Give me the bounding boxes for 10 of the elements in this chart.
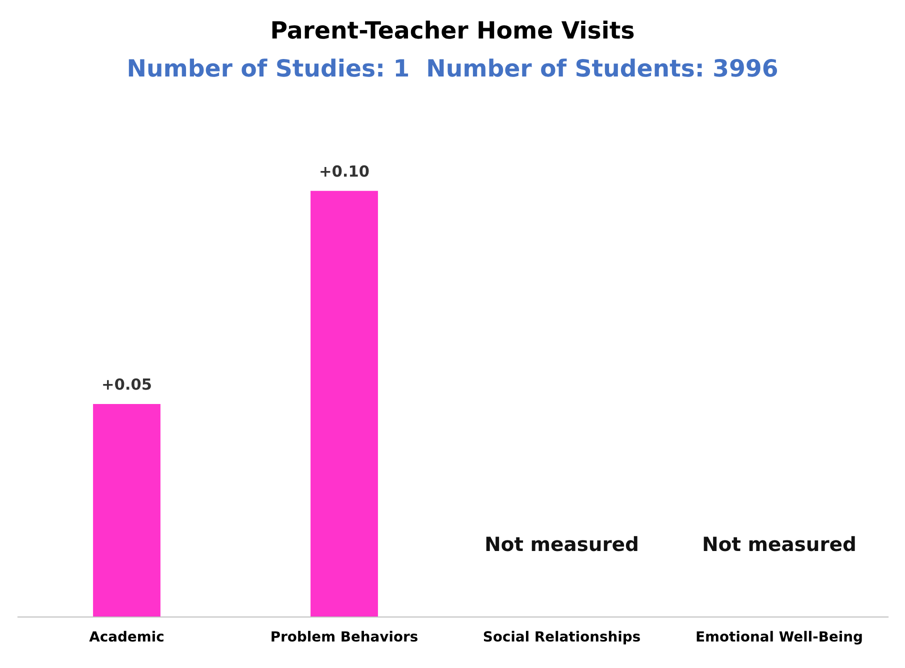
x-tick-label: Problem Behaviors <box>272 630 418 642</box>
x-tick-label: Academic <box>89 630 164 642</box>
annotation: Not measured <box>486 536 638 552</box>
x-tick-label: Emotional Well-Being <box>696 630 862 644</box>
chart-title: Parent-Teacher Home Visits <box>272 20 634 39</box>
x-tick-label: Social Relationships <box>484 630 640 644</box>
data-label: +0.10 <box>320 165 369 177</box>
chart-subtitle: Number of Studies: 1 Number of Students: 3996 <box>128 58 778 77</box>
data-label: +0.05 <box>103 378 151 390</box>
annotation: Not measured <box>704 536 855 552</box>
